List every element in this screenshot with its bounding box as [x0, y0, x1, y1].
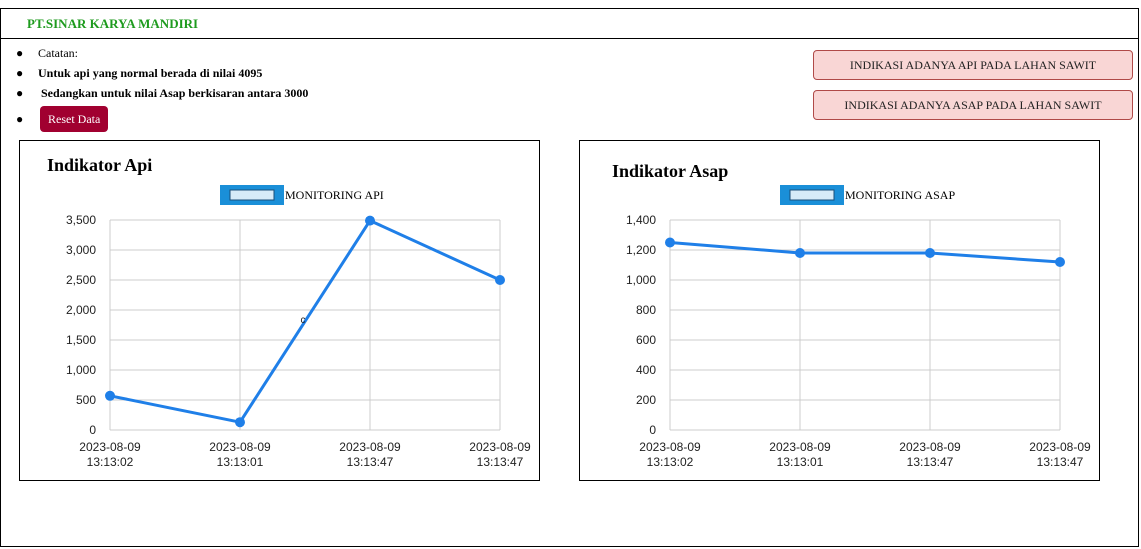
reset-row: ● Reset Data [16, 104, 308, 134]
y-tick-label: 0 [649, 423, 656, 437]
x-tick-label: 2023-08-09 13:13:01 [209, 440, 271, 469]
y-tick-label: 2,500 [66, 273, 96, 287]
legend-label: MONITORING API [285, 188, 384, 202]
y-tick-label: 1,400 [626, 213, 656, 227]
data-point [665, 237, 675, 248]
x-tick-label: 2023-08-09 13:13:01 [769, 440, 831, 469]
smoke-chart-panel: Indikator Asap MONITORING ASAP 0 200 400 600 8… [579, 140, 1100, 481]
fire-chart-panel: Indikator Api MONITORING API 0 500 1,000 1,50… [19, 140, 540, 481]
series-line [669, 241, 1061, 264]
chart-title: Indikator Asap [612, 161, 728, 181]
bullet-icon: ● [16, 111, 24, 126]
y-tick-label: 1,000 [66, 363, 96, 377]
y-tick-label: 500 [76, 393, 96, 407]
note-item: ● Untuk api yang normal berada di nilai … [16, 63, 308, 83]
bullet-icon: ● [16, 45, 24, 60]
y-tick-label: 0 [89, 423, 96, 437]
x-tick-label: 2023-08-09 13:13:47 [469, 440, 531, 469]
bullet-icon: ● [16, 65, 24, 80]
reset-data-button[interactable]: Reset Data [40, 106, 109, 132]
note-text: Untuk api yang normal berada di nilai 40… [38, 65, 263, 80]
series-line [109, 219, 501, 424]
smoke-line-chart: Indikator Asap MONITORING ASAP 0 200 400 600 8… [612, 161, 1091, 469]
fire-line-chart: Indikator Api MONITORING API 0 500 1,000 1,50… [47, 155, 531, 469]
x-tick-label: 2023-08-09 13:13:02 [639, 440, 701, 469]
note-item: ● Catatan: [16, 43, 308, 63]
note-item: ● Sedangkan untuk nilai Asap berkisaran … [16, 83, 308, 103]
brand-title: PT.SINAR KARYA MANDIRI [27, 16, 199, 31]
x-tick-label: 2023-08-09 13:13:47 [1029, 440, 1091, 469]
x-tick-label: 2023-08-09 13:13:02 [79, 440, 141, 469]
legend-label: MONITORING ASAP [845, 188, 955, 202]
bullet-icon: ● [16, 85, 24, 100]
smoke-alert-banner: INDIKASI ADANYA ASAP PADA LAHAN SAWIT [813, 90, 1133, 120]
y-tick-label: 600 [636, 333, 656, 347]
chart-annotation: c [301, 315, 306, 326]
note-text: Sedangkan untuk nilai Asap berkisaran an… [41, 85, 309, 100]
y-tick-label: 200 [636, 393, 656, 407]
top-bar: PT.SINAR KARYA MANDIRI [1, 9, 1138, 39]
y-tick-label: 3,000 [66, 243, 96, 257]
data-point [365, 215, 375, 226]
chart-title: Indikator Api [47, 155, 152, 175]
y-tick-label: 1,500 [66, 333, 96, 347]
x-tick-label: 2023-08-09 13:13:47 [899, 440, 961, 469]
y-tick-label: 800 [636, 303, 656, 317]
data-point [1055, 257, 1065, 267]
y-tick-label: 400 [636, 363, 656, 377]
notes-list: ● Catatan: ● Untuk api yang normal berad… [16, 43, 308, 134]
data-point [925, 248, 935, 258]
fire-alert-banner: INDIKASI ADANYA API PADA LAHAN SAWIT [813, 50, 1133, 80]
data-point [495, 275, 505, 285]
y-tick-label: 1,000 [626, 273, 656, 287]
y-tick-label: 2,000 [66, 303, 96, 317]
legend-swatch-inner [229, 189, 275, 201]
page-frame: PT.SINAR KARYA MANDIRI [0, 8, 1139, 547]
data-point [235, 417, 245, 428]
note-text: Catatan: [38, 45, 78, 60]
y-tick-label: 3,500 [66, 213, 96, 227]
data-point [795, 248, 805, 258]
legend-swatch-inner [789, 189, 835, 201]
data-point [105, 390, 115, 401]
y-tick-label: 1,200 [626, 243, 656, 257]
x-tick-label: 2023-08-09 13:13:47 [339, 440, 401, 469]
